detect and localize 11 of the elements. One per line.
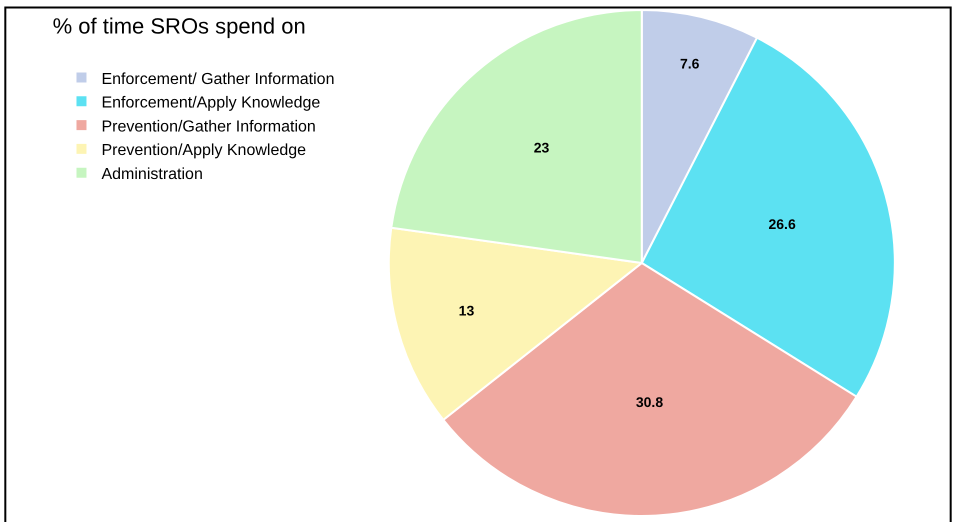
chart-title: % of time SROs spend on	[52, 14, 306, 39]
data-label: 30.8	[636, 394, 664, 410]
data-label: 23	[534, 140, 550, 156]
data-label: 26.6	[768, 216, 796, 232]
legend-label: Enforcement/Apply Knowledge	[101, 94, 320, 112]
data-label: 13	[458, 302, 474, 318]
legend-label: Prevention/Gather Information	[101, 118, 316, 136]
data-label: 7.6	[680, 56, 700, 72]
legend-label: Administration	[101, 166, 203, 183]
legend-label: Enforcement/ Gather Information	[101, 70, 334, 88]
legend-label: Prevention/Apply Knowledge	[101, 142, 306, 160]
